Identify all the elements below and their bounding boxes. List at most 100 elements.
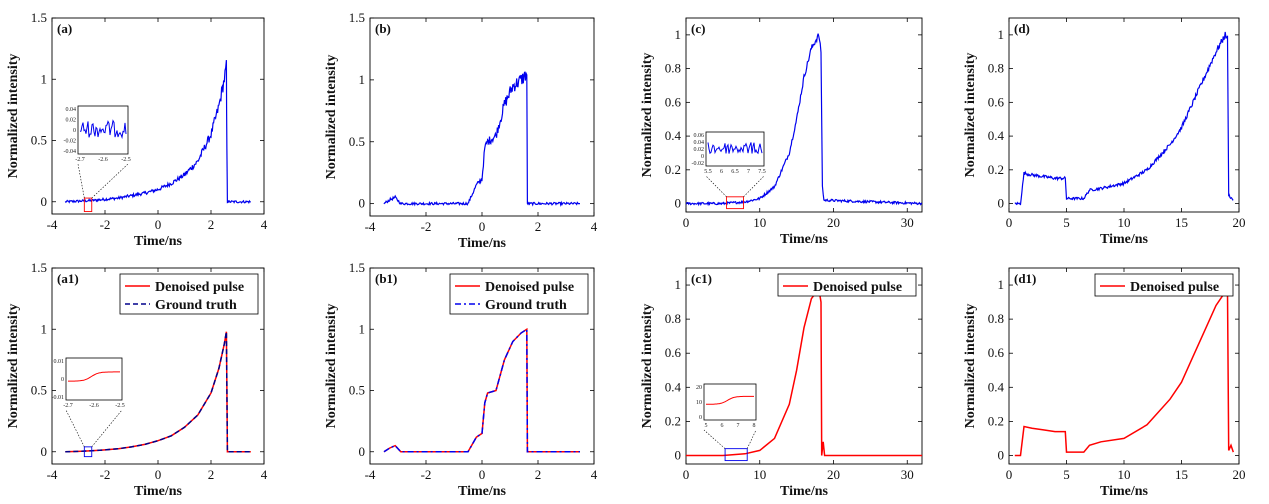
zoom-marker (724, 448, 748, 462)
chart-panel: -4 -2 0 2 4 0 0.5 1 1.5 Time/ns Normalized intensi… (6, 260, 268, 499)
y-tick-label: 0 (41, 194, 48, 209)
x-tick-label: 20 (827, 215, 840, 230)
zoom-connector (746, 429, 757, 449)
x-tick-label: 4 (261, 467, 268, 482)
panel-label: (a1) (57, 271, 79, 286)
y-tick-label: 0.6 (988, 94, 1005, 109)
inset-x-tick-label: 7 (737, 423, 740, 429)
y-tick-label: 0.5 (349, 134, 365, 149)
y-tick-label: 1 (359, 321, 366, 336)
inset-trace (79, 119, 127, 140)
y-tick-label: 0 (41, 444, 48, 459)
y-tick-label: 1 (675, 277, 682, 292)
y-tick-label: 0 (675, 196, 682, 211)
inset-trace (68, 371, 120, 382)
inset-trace (707, 142, 763, 155)
legend-label: Ground truth (485, 298, 567, 313)
y-tick-label: 0.5 (31, 133, 47, 148)
y-tick-label: 1.5 (31, 10, 47, 25)
y-tick-label: 0 (359, 196, 366, 211)
inset-x-tick-label: 7 (747, 169, 750, 175)
y-axis-label: Normalized intensity (6, 54, 21, 179)
inset-y-tick-label: 0.06 (694, 133, 705, 139)
zoom-marker (83, 197, 93, 212)
series-line-0 (1014, 291, 1235, 457)
x-tick-label: 0 (683, 215, 690, 230)
zoom-connector (743, 175, 765, 198)
axes-box (685, 267, 923, 465)
y-tick-label: 0.6 (665, 345, 682, 360)
y-tick-label: 1.5 (31, 260, 47, 275)
inset-x-tick-label: 6 (721, 423, 724, 429)
zoom-connector (65, 409, 85, 447)
axes-box (1008, 267, 1240, 465)
x-tick-label: 2 (208, 467, 215, 482)
panel-label: (b1) (375, 271, 397, 286)
y-tick-label: 0 (675, 447, 682, 462)
legend-label: Ground truth (155, 298, 237, 313)
series-line-0 (686, 33, 922, 207)
inset-x-tick-label: -2.6 (98, 157, 108, 163)
x-tick-label: 0 (479, 467, 486, 482)
legend-box (119, 273, 259, 315)
x-tick-label: 20 (1233, 215, 1246, 230)
y-tick-label: 0.5 (31, 383, 47, 398)
chart-panel: 0 5 10 15 20 0 0.2 0.4 0.6 0.8 1 Time/ns Normalized … (963, 17, 1246, 247)
y-tick-label: 0.5 (349, 383, 365, 398)
y-tick-label: 1.5 (349, 260, 365, 275)
x-axis-label: Time/ns (134, 484, 183, 499)
y-tick-label: 0.4 (988, 379, 1005, 394)
inset-box (65, 357, 123, 401)
inset-x-tick-label: 8 (753, 423, 756, 429)
zoom-connector (91, 163, 129, 199)
x-tick-label: 10 (1118, 467, 1131, 482)
inset-y-tick-label: -0.04 (64, 149, 77, 155)
series-line-0 (1014, 31, 1234, 206)
x-axis-label: Time/ns (458, 484, 507, 499)
x-tick-label: 2 (208, 217, 215, 232)
x-tick-label: 0 (683, 467, 690, 482)
y-tick-label: 0.8 (988, 61, 1004, 76)
legend-label: Denoised pulse (1130, 280, 1219, 295)
y-tick-label: 1 (359, 72, 366, 87)
x-tick-label: -4 (47, 217, 58, 232)
inset-y-tick-label: 0 (701, 154, 704, 160)
y-axis-label: Normalized intensity (640, 304, 655, 429)
y-tick-label: 0.8 (665, 311, 681, 326)
x-tick-label: 4 (591, 467, 598, 482)
inset-y-tick-label: 0.04 (66, 107, 77, 113)
inset-y-tick-label: 0.04 (694, 140, 705, 146)
x-tick-label: -2 (100, 217, 111, 232)
chart-panel: 0 10 20 30 0 0.2 0.4 0.6 0.8 1 Time/ns Normalized i… (640, 267, 923, 499)
x-tick-label: 10 (1118, 215, 1131, 230)
series-line-0 (686, 286, 922, 457)
y-tick-label: 1.5 (349, 10, 365, 25)
y-tick-label: 0.6 (988, 345, 1005, 360)
y-axis-label: Normalized intensity (324, 304, 339, 429)
x-tick-label: 0 (155, 467, 162, 482)
x-tick-label: 30 (901, 467, 914, 482)
inset-y-tick-label: 10 (696, 400, 702, 406)
inset-y-tick-label: -0.01 (52, 395, 65, 401)
x-tick-label: 0 (479, 219, 486, 234)
zoom-connector (705, 175, 727, 198)
inset-x-tick-label: 5 (705, 423, 708, 429)
inset-x-tick-label: -2.6 (89, 403, 99, 409)
series-line-1 (65, 331, 251, 453)
y-tick-label: 0.6 (665, 94, 682, 109)
x-tick-label: -4 (365, 219, 376, 234)
x-axis-label: Time/ns (780, 484, 829, 499)
y-tick-label: 0.4 (665, 379, 682, 394)
zoom-connector (91, 409, 123, 448)
panel-label: (c) (691, 21, 705, 36)
panel-label: (b) (375, 21, 391, 36)
panel-label: (a) (57, 21, 72, 36)
inset-x-tick-label: -2.7 (63, 403, 73, 409)
y-tick-label: 1 (998, 27, 1005, 42)
chart-panel: 0 10 20 30 0 0.2 0.4 0.6 0.8 1 Time/ns Normalized i… (640, 17, 923, 247)
x-axis-label: Time/ns (1100, 484, 1149, 499)
y-axis-label: Normalized intensity (963, 53, 978, 178)
inset-y-tick-label: 0 (73, 128, 76, 134)
